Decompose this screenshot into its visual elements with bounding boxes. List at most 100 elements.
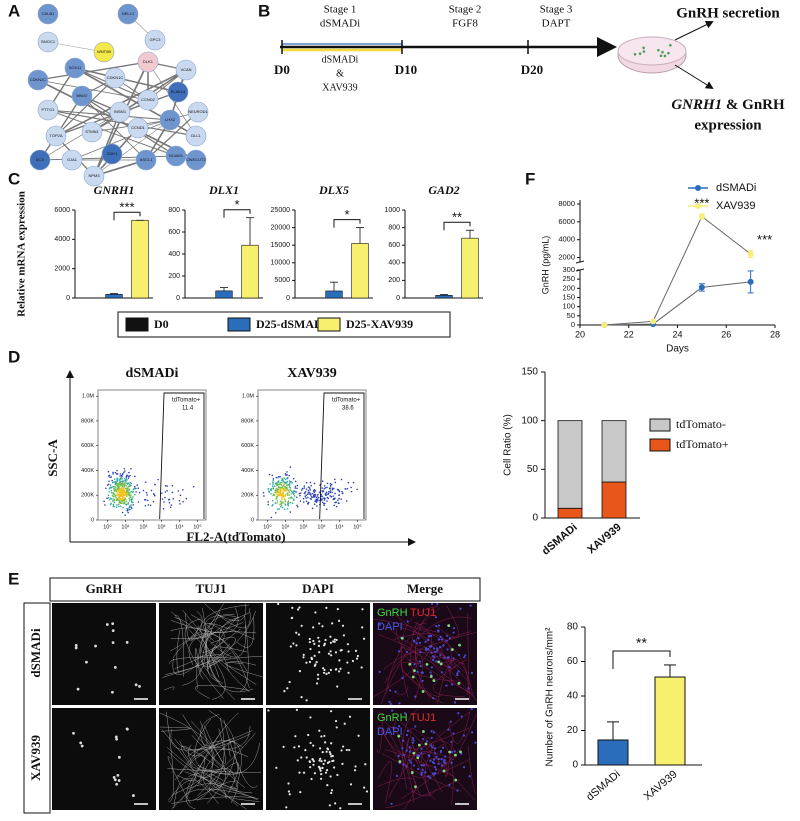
neurite xyxy=(181,745,220,769)
nucleus xyxy=(448,636,451,640)
nucleus xyxy=(302,771,306,774)
gnrh-cell xyxy=(111,622,115,626)
neurite xyxy=(162,654,223,678)
cell-icon xyxy=(661,50,664,54)
event-dot xyxy=(119,473,122,475)
gnrh-cell xyxy=(125,727,129,731)
nucleus xyxy=(357,734,360,737)
event-dot xyxy=(293,490,296,492)
nucleus xyxy=(298,670,302,673)
nucleus xyxy=(457,653,461,657)
day-label: D0 xyxy=(274,62,290,77)
gnrh-cell xyxy=(413,669,416,673)
y-tick-label: 20000 xyxy=(271,224,291,231)
event-dot xyxy=(291,502,294,504)
event-dot xyxy=(122,493,125,496)
y-axis-label: GnRH (pg/mL) xyxy=(540,236,550,295)
nucleus xyxy=(459,607,462,610)
network-node-label: MKI67 xyxy=(76,93,88,98)
nucleus xyxy=(437,762,440,765)
event-dot xyxy=(127,491,130,494)
nucleus xyxy=(318,640,321,643)
event-dot xyxy=(178,499,181,502)
cell-icon xyxy=(638,52,642,55)
nucleus xyxy=(434,771,437,775)
nucleus xyxy=(430,730,433,733)
bar-segment xyxy=(601,481,627,519)
nucleus xyxy=(331,622,334,625)
network-node xyxy=(83,165,105,187)
event-dot xyxy=(119,475,121,477)
event-dot xyxy=(114,494,117,497)
nucleus xyxy=(431,658,435,662)
event-dot xyxy=(307,496,309,499)
event-dot xyxy=(329,495,332,497)
nucleus xyxy=(440,764,444,767)
event-dot xyxy=(298,492,301,495)
nucleus xyxy=(401,739,405,742)
neurite xyxy=(376,713,384,753)
network-node-label: NEUROD1 xyxy=(188,109,208,114)
nucleus xyxy=(335,638,338,642)
significance-bracket xyxy=(612,650,671,669)
nucleus xyxy=(287,790,291,793)
x-tick-label: 22 xyxy=(624,329,634,339)
gnrh-cell xyxy=(412,751,416,755)
nucleus xyxy=(314,611,317,614)
nucleus xyxy=(313,664,316,667)
event-dot xyxy=(119,491,122,494)
event-dot xyxy=(279,476,281,478)
gnrh-cell xyxy=(116,773,120,777)
gnrh-cell xyxy=(117,779,121,782)
event-dot xyxy=(281,495,283,498)
nucleus xyxy=(440,671,443,674)
y-tick-label: 800K xyxy=(241,418,254,424)
y-tick-label: 15000 xyxy=(271,242,291,249)
event-dot xyxy=(109,498,111,501)
event-dot xyxy=(126,491,128,494)
nucleus xyxy=(287,782,290,785)
event-dot xyxy=(132,496,134,498)
nucleus xyxy=(325,750,328,753)
nucleus xyxy=(309,716,312,719)
neurite xyxy=(388,737,431,799)
nucleus xyxy=(460,715,463,718)
event-dot xyxy=(323,497,326,499)
nucleus xyxy=(355,657,359,660)
event-dot xyxy=(332,487,335,490)
column-header: GnRH xyxy=(86,581,123,596)
event-dot xyxy=(113,505,115,508)
y-tick-label: 200K xyxy=(81,493,94,499)
event-dot xyxy=(152,492,155,495)
event-dot xyxy=(269,483,271,485)
nucleus xyxy=(312,763,315,766)
nucleus xyxy=(431,761,434,764)
neurite xyxy=(175,623,225,669)
nucleus xyxy=(470,671,474,675)
y-tick-label: 80 xyxy=(567,622,579,633)
nucleus xyxy=(327,671,330,674)
x-tick-label: 10² xyxy=(299,524,307,530)
event-dot xyxy=(290,493,292,495)
nucleus xyxy=(285,806,288,809)
event-dot xyxy=(276,496,278,498)
event-dot xyxy=(112,496,115,498)
neurite xyxy=(173,777,219,809)
event-dot xyxy=(281,494,284,496)
neurite xyxy=(402,708,418,789)
neurite xyxy=(163,686,175,691)
neurite xyxy=(400,738,409,777)
event-dot xyxy=(128,471,130,474)
network-node xyxy=(144,29,166,51)
row-label-box xyxy=(23,602,51,814)
column-header: Merge xyxy=(407,581,443,596)
gnrh-cell xyxy=(111,690,114,694)
event-dot xyxy=(121,497,124,500)
nucleus xyxy=(403,712,406,715)
neurite xyxy=(168,751,253,794)
event-dot xyxy=(124,482,126,484)
network-node-label: WNT5B xyxy=(97,49,111,54)
network-node xyxy=(71,85,93,107)
event-dot xyxy=(125,503,128,506)
event-dot xyxy=(326,482,329,485)
